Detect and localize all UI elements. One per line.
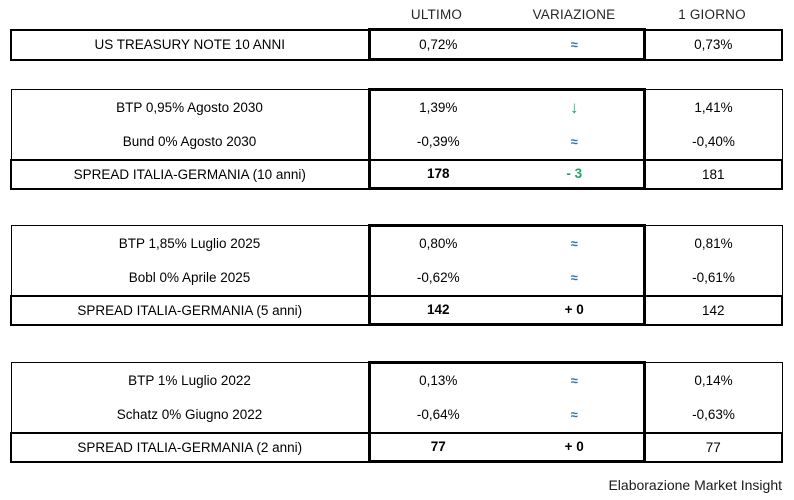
spread-label: SPREAD ITALIA-GERMANIA (2 anni) — [10, 431, 370, 463]
ultimo-value: -0,62% — [367, 260, 506, 296]
ultimo-value: -0,64% — [367, 397, 506, 433]
table-row: Schatz 0% Giugno 2022 -0,64% ≈ -0,63% — [10, 397, 783, 433]
variation-approx-icon: ≈ — [506, 124, 646, 160]
bond-label: BTP 1% Luglio 2022 — [10, 362, 370, 398]
spread-row: SPREAD ITALIA-GERMANIA (10 anni) 178 - 3… — [10, 158, 783, 190]
bond-label: BTP 0,95% Agosto 2030 — [10, 89, 370, 125]
source-attribution: Elaborazione Market Insight — [608, 477, 782, 493]
spread-row: SPREAD ITALIA-GERMANIA (2 anni) 77 + 0 7… — [10, 431, 783, 463]
variation-approx-icon: ≈ — [506, 361, 646, 398]
table-row: Bund 0% Agosto 2030 -0,39% ≈ -0,40% — [10, 124, 783, 160]
giorno-value: -0,40% — [643, 124, 783, 160]
spread-ultimo-value: 142 — [367, 294, 506, 326]
giorno-value: 0,14% — [643, 362, 783, 398]
table-row: Bobl 0% Aprile 2025 -0,62% ≈ -0,61% — [10, 260, 783, 296]
ultimo-value: 0,80% — [367, 224, 506, 261]
spread-2y-table: BTP 1% Luglio 2022 0,13% ≈ 0,14% Schatz … — [10, 361, 783, 463]
spread-giorno-value: 181 — [643, 158, 783, 190]
variation-approx-icon: ≈ — [506, 260, 646, 296]
table-row: US TREASURY NOTE 10 ANNI 0,72% ≈ 0,73% — [10, 28, 783, 61]
ultimo-value: 0,72% — [367, 28, 506, 61]
variation-approx-icon: ≈ — [506, 397, 646, 433]
ultimo-value: -0,39% — [367, 124, 506, 160]
bond-label: US TREASURY NOTE 10 ANNI — [10, 28, 370, 61]
table-row: BTP 1,85% Luglio 2025 0,80% ≈ 0,81% — [10, 224, 783, 261]
ultimo-value: 0,13% — [367, 361, 506, 398]
giorno-value: 0,73% — [643, 28, 783, 61]
variation-approx-icon: ≈ — [506, 224, 646, 261]
spread-ultimo-value: 77 — [367, 431, 506, 463]
spread-giorno-value: 77 — [643, 431, 783, 463]
spread-5y-table: BTP 1,85% Luglio 2025 0,80% ≈ 0,81% Bobl… — [10, 224, 783, 326]
giorno-value: -0,63% — [643, 397, 783, 433]
table-row: BTP 0,95% Agosto 2030 1,39% ↓ 1,41% — [10, 88, 783, 125]
bond-label: Bobl 0% Aprile 2025 — [10, 260, 370, 296]
header-ultimo: ULTIMO — [410, 7, 463, 22]
spread-10y-table: BTP 0,95% Agosto 2030 1,39% ↓ 1,41% Bund… — [10, 88, 783, 190]
bond-label: BTP 1,85% Luglio 2025 — [10, 225, 370, 261]
header-spacer — [10, 7, 368, 22]
variation-approx-icon: ≈ — [506, 28, 646, 61]
bond-label: Schatz 0% Giugno 2022 — [10, 397, 370, 433]
ultimo-value: 1,39% — [367, 88, 506, 125]
table-row: BTP 1% Luglio 2022 0,13% ≈ 0,14% — [10, 361, 783, 398]
bond-label: Bund 0% Agosto 2030 — [10, 124, 370, 160]
spread-variation-value: + 0 — [506, 431, 646, 463]
giorno-value: -0,61% — [643, 260, 783, 296]
spread-row: SPREAD ITALIA-GERMANIA (5 anni) 142 + 0 … — [10, 294, 783, 326]
spread-label: SPREAD ITALIA-GERMANIA (5 anni) — [10, 294, 370, 326]
spread-variation-value: - 3 — [506, 158, 646, 190]
spread-label: SPREAD ITALIA-GERMANIA (10 anni) — [10, 158, 370, 190]
giorno-value: 1,41% — [643, 89, 783, 125]
giorno-value: 0,81% — [643, 225, 783, 261]
header-1-giorno: 1 GIORNO — [678, 7, 746, 22]
spread-giorno-value: 142 — [643, 294, 783, 326]
column-header-row: ULTIMO VARIAZIONE 1 GIORNO — [10, 7, 781, 22]
us-treasury-table: US TREASURY NOTE 10 ANNI 0,72% ≈ 0,73% — [10, 28, 783, 61]
header-variazione: VARIAZIONE — [532, 7, 616, 22]
spread-ultimo-value: 178 — [367, 158, 506, 190]
variation-down-arrow-icon: ↓ — [506, 88, 646, 125]
spread-variation-value: + 0 — [506, 294, 646, 326]
